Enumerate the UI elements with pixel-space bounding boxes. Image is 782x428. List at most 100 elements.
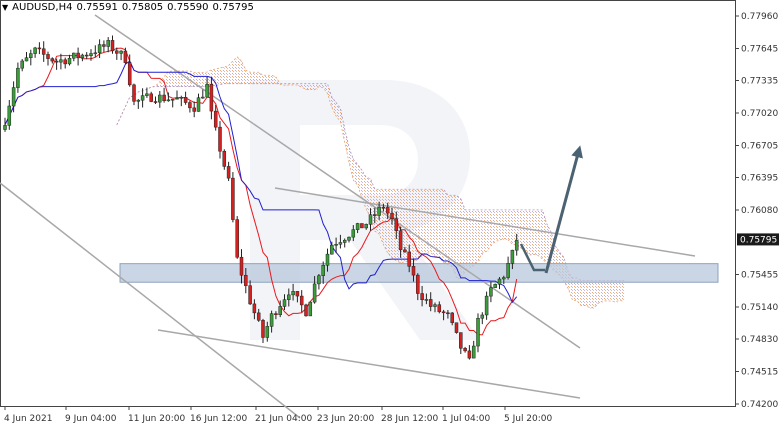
trend-line bbox=[157, 329, 581, 399]
candle-body bbox=[446, 312, 450, 315]
candle-body bbox=[67, 57, 72, 65]
candle-body bbox=[282, 299, 287, 307]
price-tick-label: 0.74515 bbox=[741, 367, 778, 377]
current-price-label: 0.75795 bbox=[740, 235, 777, 245]
price-tick-label: 0.76705 bbox=[741, 142, 778, 152]
candle-body bbox=[321, 265, 325, 276]
candle-body bbox=[325, 253, 330, 266]
pullback-arrow bbox=[519, 243, 545, 272]
candle-body bbox=[205, 83, 209, 98]
candle-body bbox=[467, 350, 472, 359]
candle-body bbox=[411, 266, 416, 276]
high-value: 0.75805 bbox=[121, 2, 164, 13]
time-tick-label: 1 Jul 04:00 bbox=[442, 414, 491, 424]
candle-body bbox=[269, 313, 274, 327]
candle-body bbox=[261, 320, 265, 338]
candle-body bbox=[510, 249, 515, 264]
candle-body bbox=[381, 206, 386, 209]
ichimoku-lines bbox=[4, 47, 518, 336]
candle-body bbox=[484, 295, 489, 316]
price-tick-label: 0.75140 bbox=[741, 303, 778, 313]
candle-body bbox=[170, 98, 175, 101]
candle-body bbox=[497, 278, 502, 285]
trend-line bbox=[94, 14, 581, 349]
candle-body bbox=[506, 263, 510, 278]
candle-body bbox=[59, 59, 63, 63]
price-tick-label: 0.76395 bbox=[741, 173, 778, 183]
candle-body bbox=[317, 275, 321, 285]
candle-body bbox=[196, 97, 201, 112]
price-tick-label: 0.76080 bbox=[741, 206, 778, 216]
candle-body bbox=[295, 291, 300, 297]
candle-body bbox=[299, 295, 304, 306]
candle-body bbox=[256, 312, 261, 321]
candle-body bbox=[403, 249, 407, 253]
candle-body bbox=[252, 303, 257, 314]
candle-body bbox=[454, 322, 459, 333]
candle-body bbox=[7, 105, 12, 126]
candle-body bbox=[480, 314, 485, 319]
candle-body bbox=[330, 244, 334, 255]
open-value: 0.75591 bbox=[76, 2, 118, 13]
candle-body bbox=[201, 96, 205, 99]
time-tick-label: 28 Jun 12:00 bbox=[381, 414, 438, 424]
candle-body bbox=[304, 304, 308, 317]
candle-body bbox=[123, 50, 128, 63]
candle-body bbox=[493, 284, 497, 288]
candle-body bbox=[351, 229, 356, 238]
candle-body bbox=[459, 332, 463, 349]
candle-body bbox=[222, 150, 227, 167]
candle-body bbox=[287, 294, 291, 300]
candle-body bbox=[312, 283, 317, 303]
candle-body bbox=[89, 53, 93, 56]
time-tick-label: 23 Jun 20:00 bbox=[317, 414, 374, 424]
candle-body bbox=[162, 94, 166, 101]
senkou-span-b-line bbox=[116, 83, 625, 282]
price-tick-label: 0.74200 bbox=[741, 400, 778, 410]
time-tick-label: 5 Jul 20:00 bbox=[504, 414, 553, 424]
price-tick-label: 0.74830 bbox=[741, 335, 778, 345]
trendlines bbox=[0, 14, 696, 419]
candle-body bbox=[127, 62, 132, 86]
candle-body bbox=[437, 304, 442, 313]
candlestick-series bbox=[3, 35, 519, 360]
candle-body bbox=[72, 52, 76, 59]
candle-body bbox=[420, 293, 424, 300]
candle-body bbox=[158, 94, 162, 103]
time-tick-label: 21 Jun 04:00 bbox=[255, 414, 312, 424]
time-tick-label: 4 Jun 2021 bbox=[4, 414, 52, 424]
forecast-arrows bbox=[519, 145, 583, 274]
price-tick-label: 0.77645 bbox=[741, 45, 778, 55]
candle-body bbox=[183, 97, 188, 103]
candle-body bbox=[476, 317, 480, 347]
candle-body bbox=[433, 304, 437, 307]
candle-body bbox=[385, 207, 390, 214]
candle-body bbox=[407, 251, 411, 267]
candle-body bbox=[334, 244, 338, 246]
candle-body bbox=[166, 99, 171, 102]
candle-body bbox=[93, 52, 98, 55]
candle-body bbox=[76, 52, 80, 59]
candle-body bbox=[278, 306, 282, 315]
candle-body bbox=[175, 97, 179, 100]
candle-body bbox=[16, 67, 20, 88]
chart-title-bar: ▼ AUDUSD,H4 0.75591 0.75805 0.75590 0.75… bbox=[2, 2, 254, 14]
dropdown-arrow-icon[interactable]: ▼ bbox=[2, 3, 9, 12]
candle-body bbox=[239, 256, 244, 276]
trend-line bbox=[274, 187, 696, 257]
cloud-fill-secondary bbox=[117, 57, 626, 309]
candle-body bbox=[364, 224, 368, 229]
candle-body bbox=[80, 54, 85, 59]
candle-body bbox=[342, 239, 347, 243]
price-tick-label: 0.77335 bbox=[741, 76, 778, 86]
candle-body bbox=[373, 214, 377, 216]
candle-body bbox=[377, 206, 381, 216]
candle-body bbox=[248, 285, 252, 305]
current-price-tag: 0.75795 bbox=[737, 233, 779, 246]
candle-body bbox=[3, 125, 7, 130]
candle-body bbox=[218, 126, 222, 152]
candle-body bbox=[265, 326, 270, 338]
candle-body bbox=[398, 230, 403, 251]
